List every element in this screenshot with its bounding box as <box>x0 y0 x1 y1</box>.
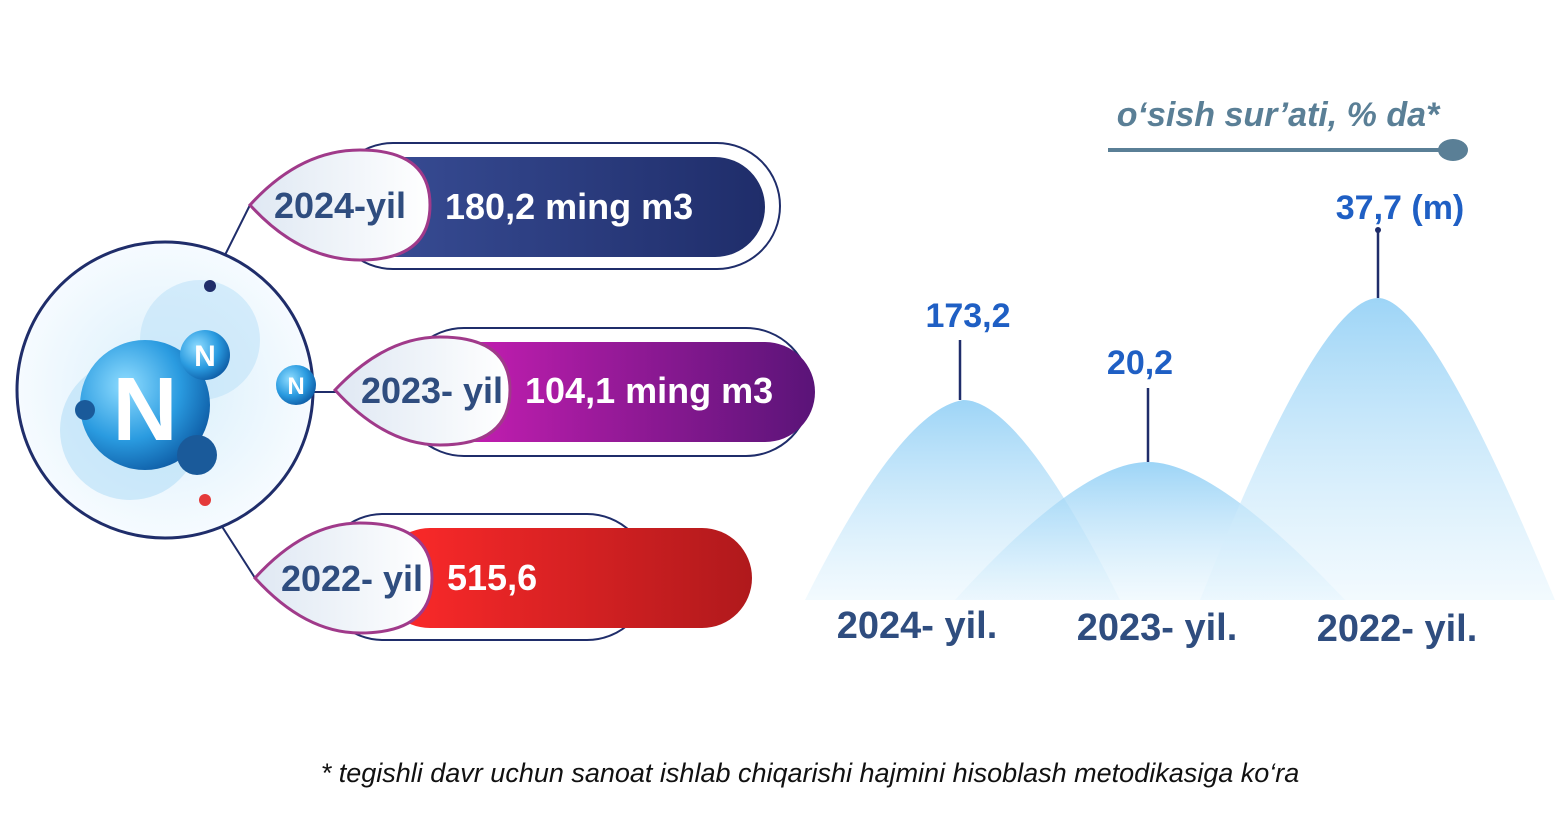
peak-label: 37,7 (m) <box>1336 189 1465 227</box>
legend-dot <box>1438 139 1468 161</box>
mountains <box>805 227 1555 600</box>
peak-label: 20,2 <box>1107 344 1173 382</box>
peak-year: 2023- yil. <box>1077 607 1238 649</box>
pill: 2023- yil 104,1 ming m3 <box>332 327 815 457</box>
atom-label: N <box>287 373 304 400</box>
pill-value: 515,6 <box>447 557 537 598</box>
atom-label: N <box>194 340 216 373</box>
peak-year: 2022- yil. <box>1317 608 1478 650</box>
pill-year: 2022- yil <box>281 558 423 599</box>
atom-label: N <box>113 360 178 460</box>
pill: 2022- yil 515,6 <box>252 513 752 641</box>
footnote: * tegishli davr uchun sanoat ishlab chiq… <box>321 758 1300 788</box>
pill-year: 2024-yil <box>274 185 406 226</box>
pill-value: 180,2 ming m3 <box>445 186 693 227</box>
molecule: N N N <box>15 240 316 540</box>
pill: 2024-yil 180,2 ming m3 <box>247 142 781 270</box>
pill-year: 2023- yil <box>361 370 503 411</box>
legend: o‘sish sur’ati, % da* <box>1117 96 1441 134</box>
peak-year: 2024- yil. <box>837 605 998 647</box>
pill-value: 104,1 ming m3 <box>525 370 773 411</box>
peak-label: 173,2 <box>925 297 1010 335</box>
